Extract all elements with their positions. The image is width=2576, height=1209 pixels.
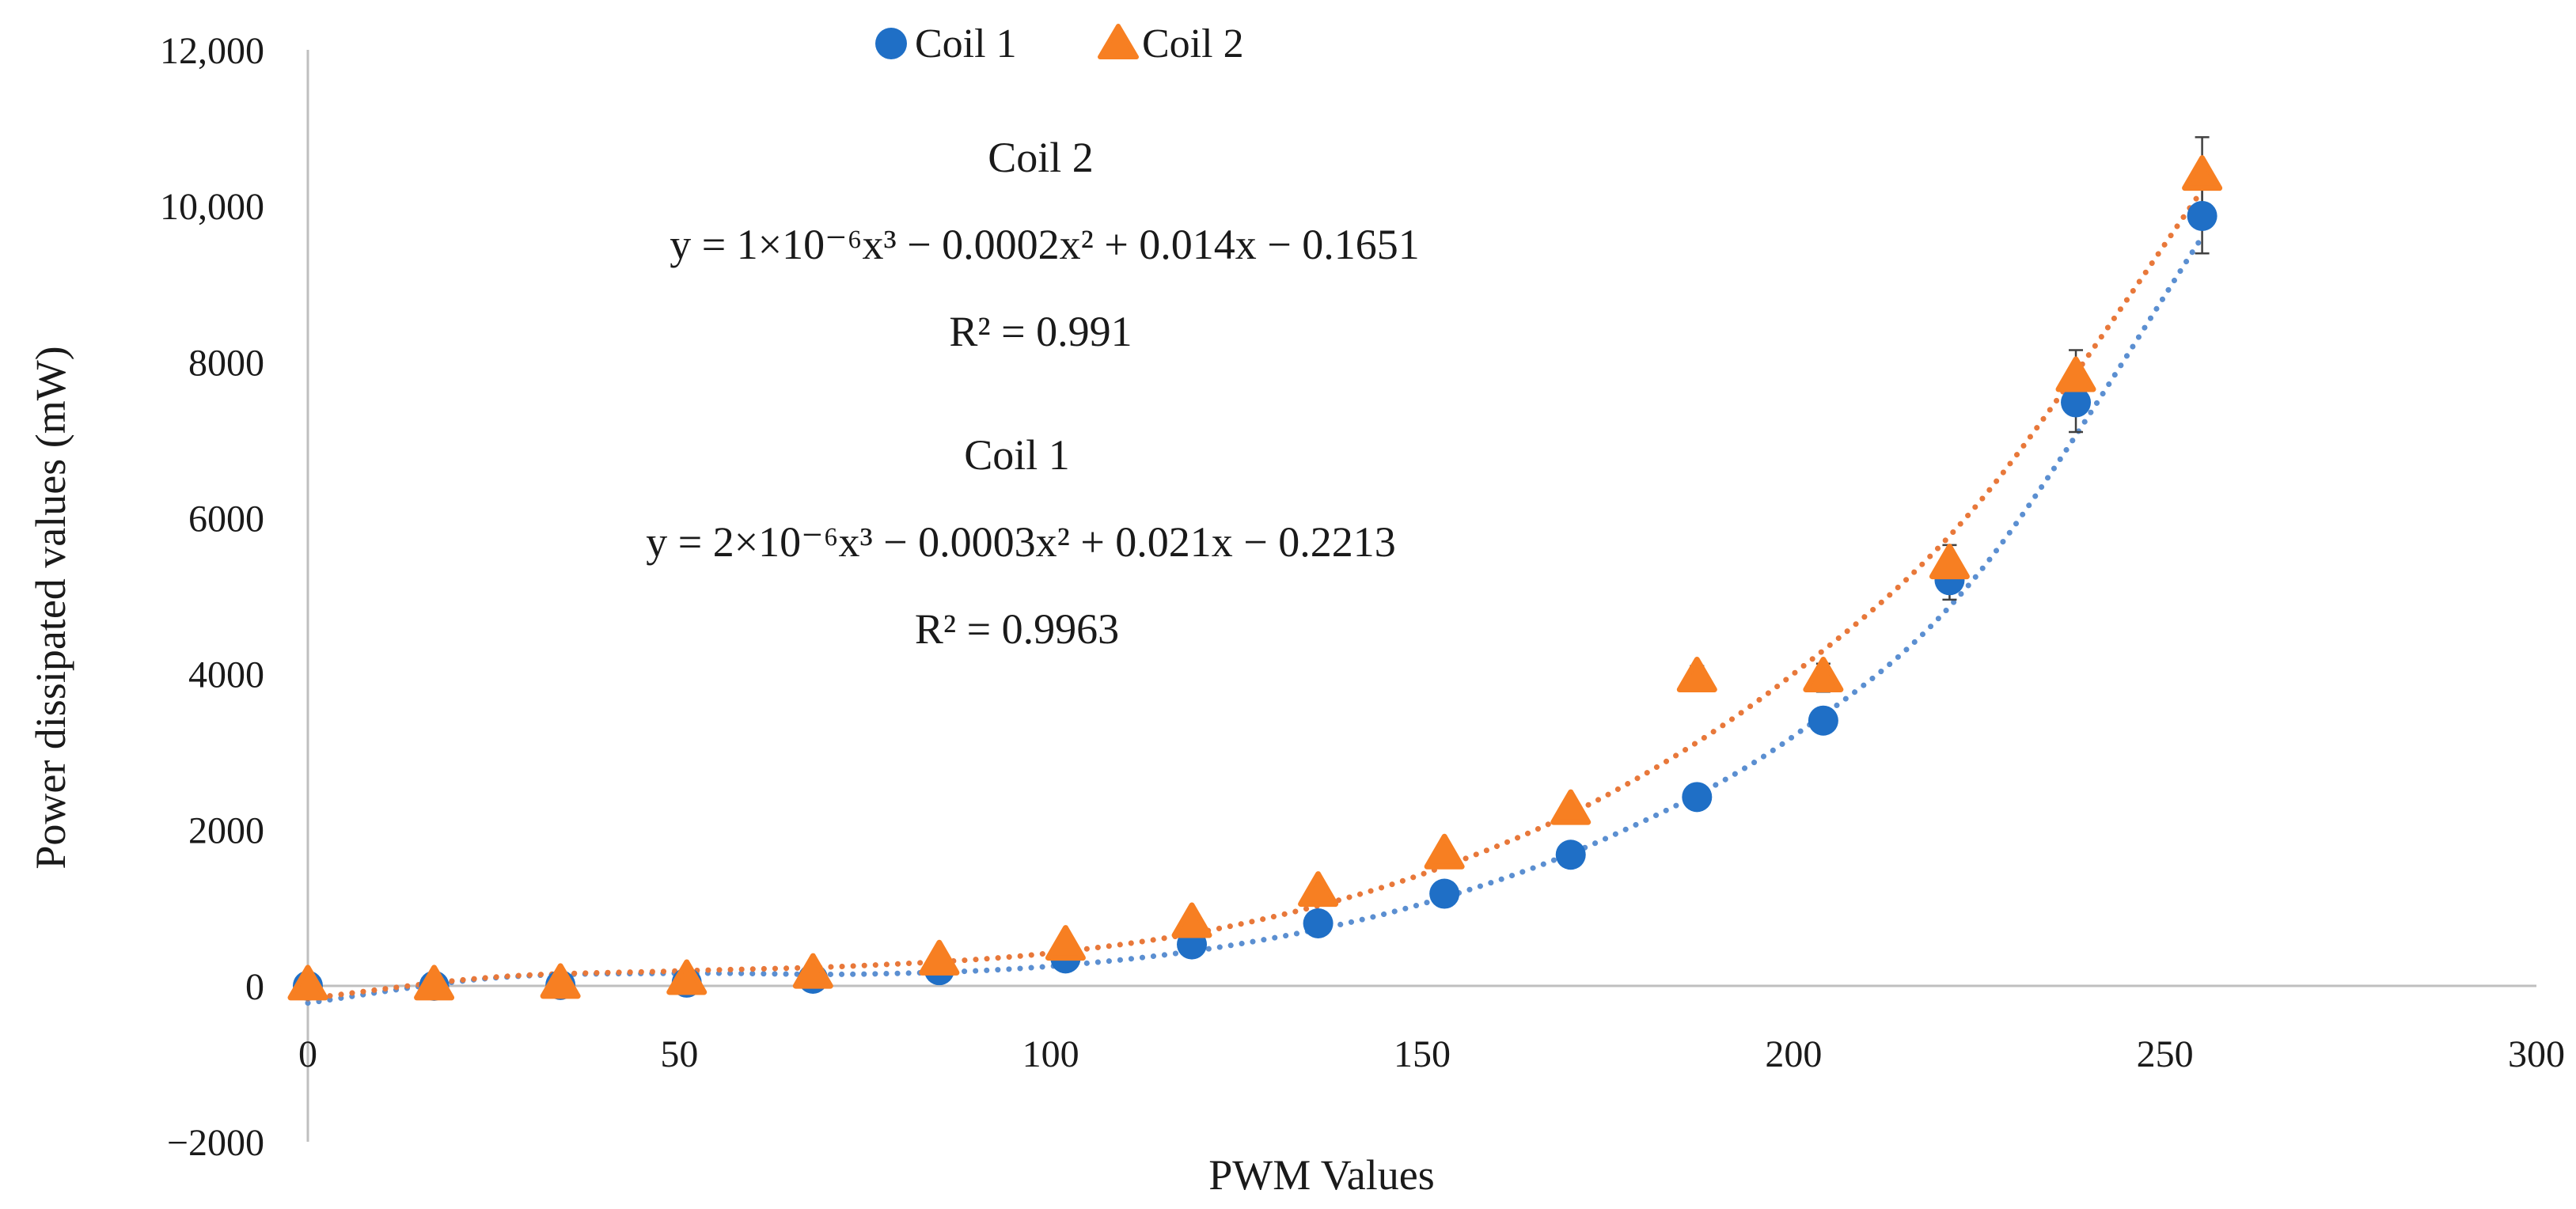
x-tick-label: 200 — [1765, 1033, 1822, 1075]
annotation-coil-2-equation: y = 1×10⁻⁶x³ − 0.0002x² + 0.014x − 0.165… — [670, 221, 1419, 268]
point-coil-2 — [2055, 356, 2096, 392]
point-coil-2 — [1803, 657, 1844, 692]
data-points — [287, 155, 2223, 1001]
x-tick-labels: 0 50 100 150 200 250 300 — [298, 1033, 2565, 1075]
point-coil-2 — [1424, 833, 1465, 870]
y-tick-label: 12,000 — [160, 30, 264, 72]
equation-annotation-coil-1: Coil 1 y = 2×10⁻⁶x³ − 0.0003x² + 0.021x … — [646, 431, 1395, 653]
y-tick-label: −2000 — [167, 1122, 264, 1164]
trendline-coil-1 — [305, 234, 2206, 1006]
legend-marker-coil-1 — [875, 28, 907, 59]
y-tick-label: 6000 — [188, 498, 264, 540]
x-tick-label: 0 — [298, 1033, 317, 1075]
point-coil-1 — [2187, 200, 2217, 231]
trendline-coil-2 — [305, 187, 2206, 1002]
point-coil-2 — [1045, 925, 1086, 961]
legend-marker-coil-2 — [1098, 24, 1139, 59]
x-tick-label: 100 — [1022, 1033, 1079, 1075]
x-tick-label: 150 — [1394, 1033, 1451, 1075]
error-bars — [1690, 136, 2210, 693]
legend-item-coil-1: Coil 1 — [875, 21, 1017, 66]
x-tick-label: 50 — [660, 1033, 698, 1075]
y-tick-label: 4000 — [188, 654, 264, 696]
legend: Coil 1 Coil 2 — [875, 21, 1244, 66]
point-coil-2 — [287, 965, 328, 1001]
y-tick-label: 10,000 — [160, 186, 264, 228]
point-coil-2 — [919, 939, 960, 976]
y-tick-labels: −2000 0 2000 4000 6000 8000 10,000 12,000 — [160, 30, 264, 1164]
point-coil-2 — [414, 965, 455, 1001]
legend-label-coil-2: Coil 2 — [1142, 21, 1244, 66]
y-tick-label: 8000 — [188, 342, 264, 384]
annotation-coil-2-title: Coil 2 — [988, 134, 1094, 181]
point-coil-2 — [2182, 155, 2223, 191]
point-coil-2 — [666, 959, 708, 995]
point-coil-2 — [1171, 902, 1212, 938]
point-coil-1 — [1555, 839, 1586, 870]
point-coil-2 — [1676, 657, 1717, 692]
legend-label-coil-1: Coil 1 — [915, 21, 1017, 66]
point-coil-1 — [1682, 782, 1713, 813]
x-tick-label: 250 — [2137, 1033, 2194, 1075]
annotation-coil-1-r2: R² = 0.9963 — [915, 605, 1119, 653]
point-coil-1 — [1808, 705, 1838, 736]
point-coil-2 — [792, 953, 833, 989]
y-axis-title: Power dissipated values (mW) — [27, 346, 74, 869]
point-coil-1 — [2061, 387, 2092, 418]
point-coil-2 — [1929, 544, 1970, 580]
x-tick-label: 300 — [2508, 1033, 2565, 1075]
legend-item-coil-2: Coil 2 — [1098, 21, 1244, 66]
annotation-coil-1-equation: y = 2×10⁻⁶x³ − 0.0003x² + 0.021x − 0.221… — [646, 518, 1395, 566]
trendlines — [305, 187, 2206, 1006]
annotation-coil-2-r2: R² = 0.991 — [949, 308, 1132, 355]
point-coil-2 — [1298, 871, 1339, 908]
point-coil-2 — [540, 963, 581, 999]
y-tick-label: 2000 — [188, 810, 264, 852]
point-coil-1 — [1303, 908, 1334, 938]
x-axis-title: PWM Values — [1208, 1151, 1435, 1199]
point-coil-1 — [1429, 878, 1460, 909]
y-tick-label: 0 — [245, 966, 264, 1008]
point-coil-2 — [1550, 789, 1592, 825]
annotation-coil-1-title: Coil 1 — [964, 431, 1070, 479]
equation-annotation-coil-2: Coil 2 y = 1×10⁻⁶x³ − 0.0002x² + 0.014x … — [670, 134, 1419, 355]
